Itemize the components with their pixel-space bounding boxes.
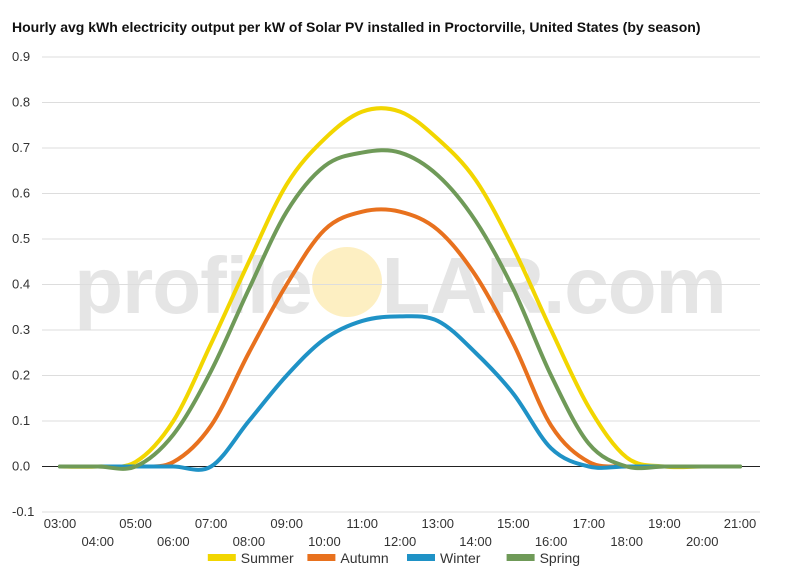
legend-swatch-summer xyxy=(207,554,236,561)
x-tick-label: 13:00 xyxy=(422,516,455,531)
watermark: profile LAR.com xyxy=(0,240,800,332)
x-tick-label: 06:00 xyxy=(157,534,190,549)
x-tick-label: 21:00 xyxy=(724,516,757,531)
x-tick-label: 19:00 xyxy=(648,516,681,531)
y-tick-label: 0.5 xyxy=(12,231,30,246)
legend-label-autumn: Autumn xyxy=(340,550,388,566)
y-tick-label: 0.7 xyxy=(12,140,30,155)
x-tick-label: 09:00 xyxy=(270,516,303,531)
x-tick-label: 11:00 xyxy=(346,516,378,531)
x-tick-label: 04:00 xyxy=(82,534,115,549)
x-tick-label: 16:00 xyxy=(535,534,568,549)
y-tick-label: 0.6 xyxy=(12,186,30,201)
y-tick-label: 0.1 xyxy=(12,413,30,428)
chart-title: Hourly avg kWh electricity output per kW… xyxy=(12,19,701,35)
x-tick-label: 08:00 xyxy=(233,534,266,549)
x-tick-label: 03:00 xyxy=(44,516,77,531)
x-tick-label: 10:00 xyxy=(308,534,341,549)
series-line-autumn xyxy=(58,207,742,469)
legend-label-winter: Winter xyxy=(440,550,481,566)
x-tick-label: 18:00 xyxy=(610,534,643,549)
y-tick-label: 0.4 xyxy=(12,277,30,292)
legend-label-summer: Summer xyxy=(241,550,294,566)
watermark-text-start: profile xyxy=(74,241,312,330)
legend-swatch-winter xyxy=(407,554,435,561)
y-tick-label: 0.2 xyxy=(12,368,30,383)
x-tick-label: 14:00 xyxy=(459,534,492,549)
legend-swatch-autumn xyxy=(307,554,336,561)
legend-label-spring: Spring xyxy=(540,550,580,566)
series-line-summer xyxy=(58,106,742,470)
y-tick-label: 0.0 xyxy=(12,459,30,474)
x-tick-label: 15:00 xyxy=(497,516,530,531)
y-tick-label: -0.1 xyxy=(12,504,34,519)
x-tick-label: 12:00 xyxy=(384,534,417,549)
y-tick-label: 0.3 xyxy=(12,322,30,337)
x-tick-label: 07:00 xyxy=(195,516,228,531)
x-tick-label: 20:00 xyxy=(686,534,719,549)
x-tick-label: 17:00 xyxy=(573,516,606,531)
x-tick-label: 05:00 xyxy=(119,516,152,531)
watermark-text-end: LAR.com xyxy=(381,241,727,330)
watermark-sun-icon xyxy=(311,247,382,317)
y-tick-label: 0.9 xyxy=(12,49,30,64)
legend-swatch-spring xyxy=(506,554,535,561)
y-tick-label: 0.8 xyxy=(12,95,30,110)
